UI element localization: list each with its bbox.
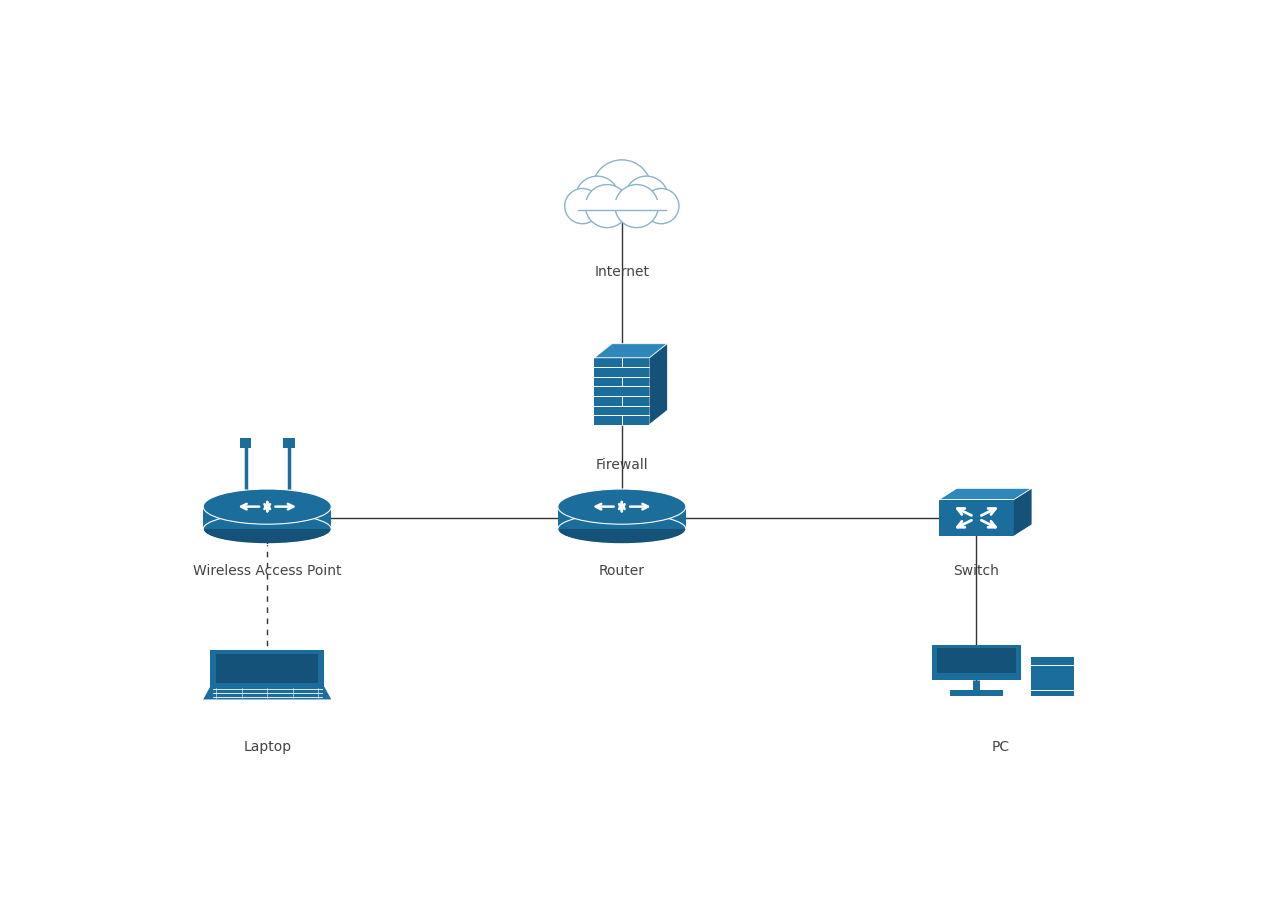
Polygon shape <box>1014 488 1032 537</box>
Ellipse shape <box>564 188 600 224</box>
Polygon shape <box>240 439 252 448</box>
Polygon shape <box>1031 657 1074 696</box>
Ellipse shape <box>615 185 658 228</box>
Ellipse shape <box>576 176 619 219</box>
Polygon shape <box>949 690 1003 696</box>
Polygon shape <box>932 676 1021 680</box>
Text: Router: Router <box>599 564 644 578</box>
Text: PC: PC <box>991 739 1010 753</box>
Text: Switch: Switch <box>953 564 999 578</box>
Text: Wireless Access Point: Wireless Access Point <box>193 564 342 578</box>
Ellipse shape <box>558 489 686 525</box>
Polygon shape <box>203 506 332 529</box>
Ellipse shape <box>558 515 686 543</box>
Ellipse shape <box>586 185 629 228</box>
Polygon shape <box>939 500 1014 537</box>
Polygon shape <box>595 357 649 425</box>
Bar <box>577 200 666 210</box>
Ellipse shape <box>643 188 679 224</box>
Polygon shape <box>558 506 686 529</box>
Polygon shape <box>932 644 1021 676</box>
Polygon shape <box>283 439 295 448</box>
Ellipse shape <box>203 515 332 543</box>
Polygon shape <box>216 654 319 683</box>
Polygon shape <box>595 344 667 357</box>
Text: Firewall: Firewall <box>596 458 648 472</box>
Polygon shape <box>937 648 1016 673</box>
Polygon shape <box>649 344 667 425</box>
Polygon shape <box>939 488 1032 500</box>
Ellipse shape <box>203 489 332 525</box>
Text: Laptop: Laptop <box>243 739 291 753</box>
Text: Internet: Internet <box>595 264 649 279</box>
Ellipse shape <box>625 176 669 219</box>
Polygon shape <box>210 650 324 686</box>
Polygon shape <box>203 686 332 699</box>
Ellipse shape <box>592 160 651 218</box>
